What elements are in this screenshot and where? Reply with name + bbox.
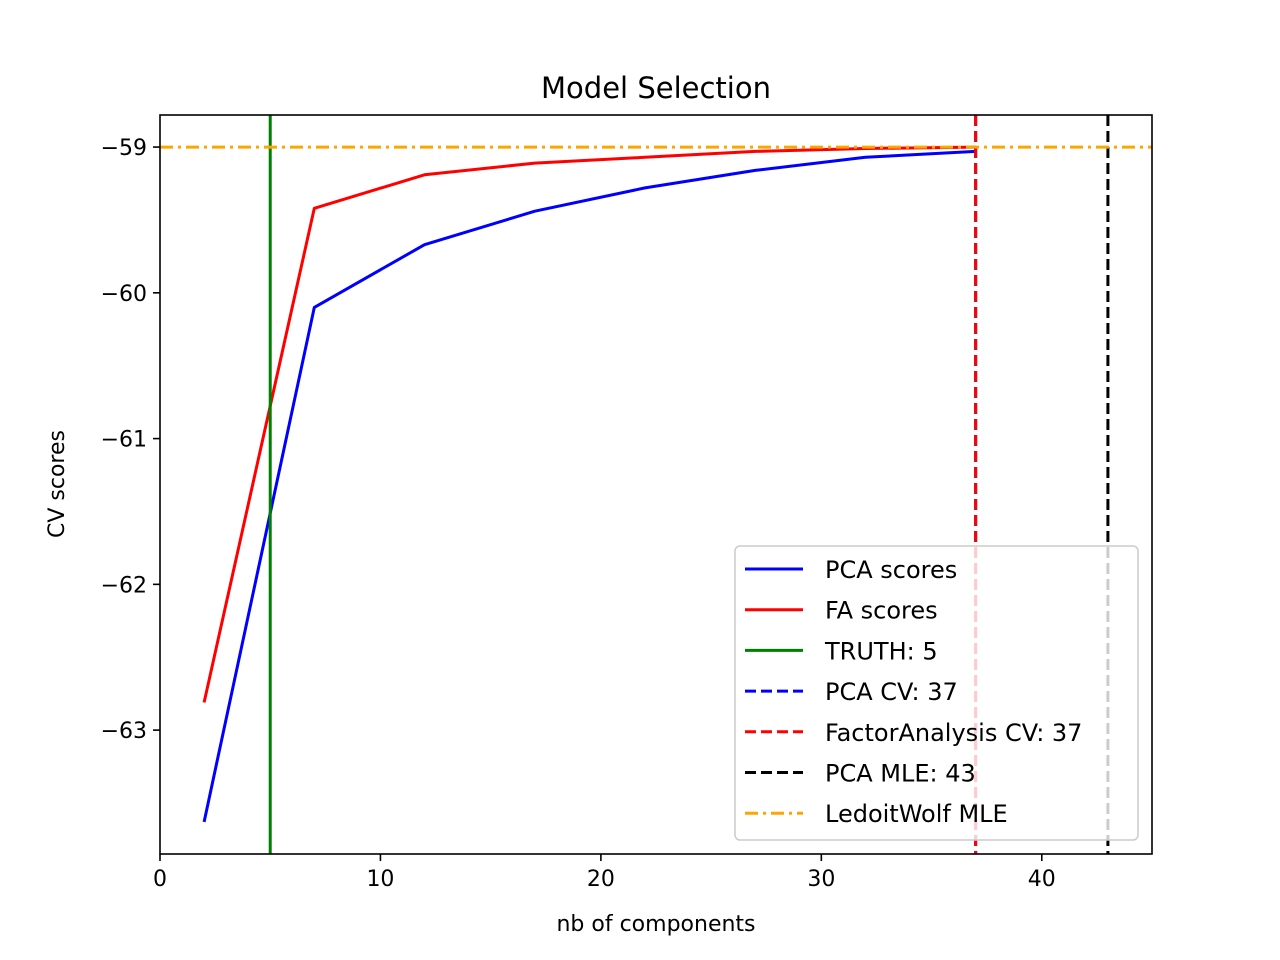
axes: 0 10 20 30 40 −59 −60 −61 −62 −63: [101, 114, 1153, 892]
y-tick-label: −60: [101, 282, 147, 307]
axes-frame: [159, 114, 1153, 855]
series-line-fa-scores: [202, 145, 976, 703]
x-axis-label: nb of components: [556, 912, 755, 937]
y-tick-label: −61: [101, 428, 147, 453]
y-tick-label: −63: [101, 719, 147, 744]
legend-label-truth-5: TRUTH: 5: [824, 637, 938, 665]
legend-label-ledoitwolf-mle: LedoitWolf MLE: [825, 800, 1008, 828]
legend-box: [734, 545, 1139, 841]
legend-label-factoranalysis-cv-37: FactorAnalysis CV: 37: [825, 719, 1082, 747]
legend: PCA scores FA scores TRUTH: 5 PCA CV: 37 Fac…: [734, 545, 1139, 841]
legend-label-pca-mle-43: PCA MLE: 43: [825, 760, 976, 788]
x-tick-label: 0: [153, 867, 167, 892]
legend-label-fa-scores: FA scores: [825, 597, 938, 625]
y-tick-label: −59: [101, 136, 147, 161]
series-line-pca-scores: [202, 149, 976, 823]
x-tick-label: 40: [1028, 867, 1056, 892]
x-tick-label: 30: [807, 867, 835, 892]
legend-label-pca-scores: PCA scores: [825, 556, 957, 584]
y-axis-label: CV scores: [45, 430, 70, 538]
y-tick-label: −62: [101, 573, 147, 598]
chart-title: Model Selection: [541, 71, 771, 105]
x-tick-label: 20: [587, 867, 615, 892]
x-tick-label: 10: [366, 867, 394, 892]
legend-label-pca-cv-37: PCA CV: 37: [825, 678, 958, 706]
